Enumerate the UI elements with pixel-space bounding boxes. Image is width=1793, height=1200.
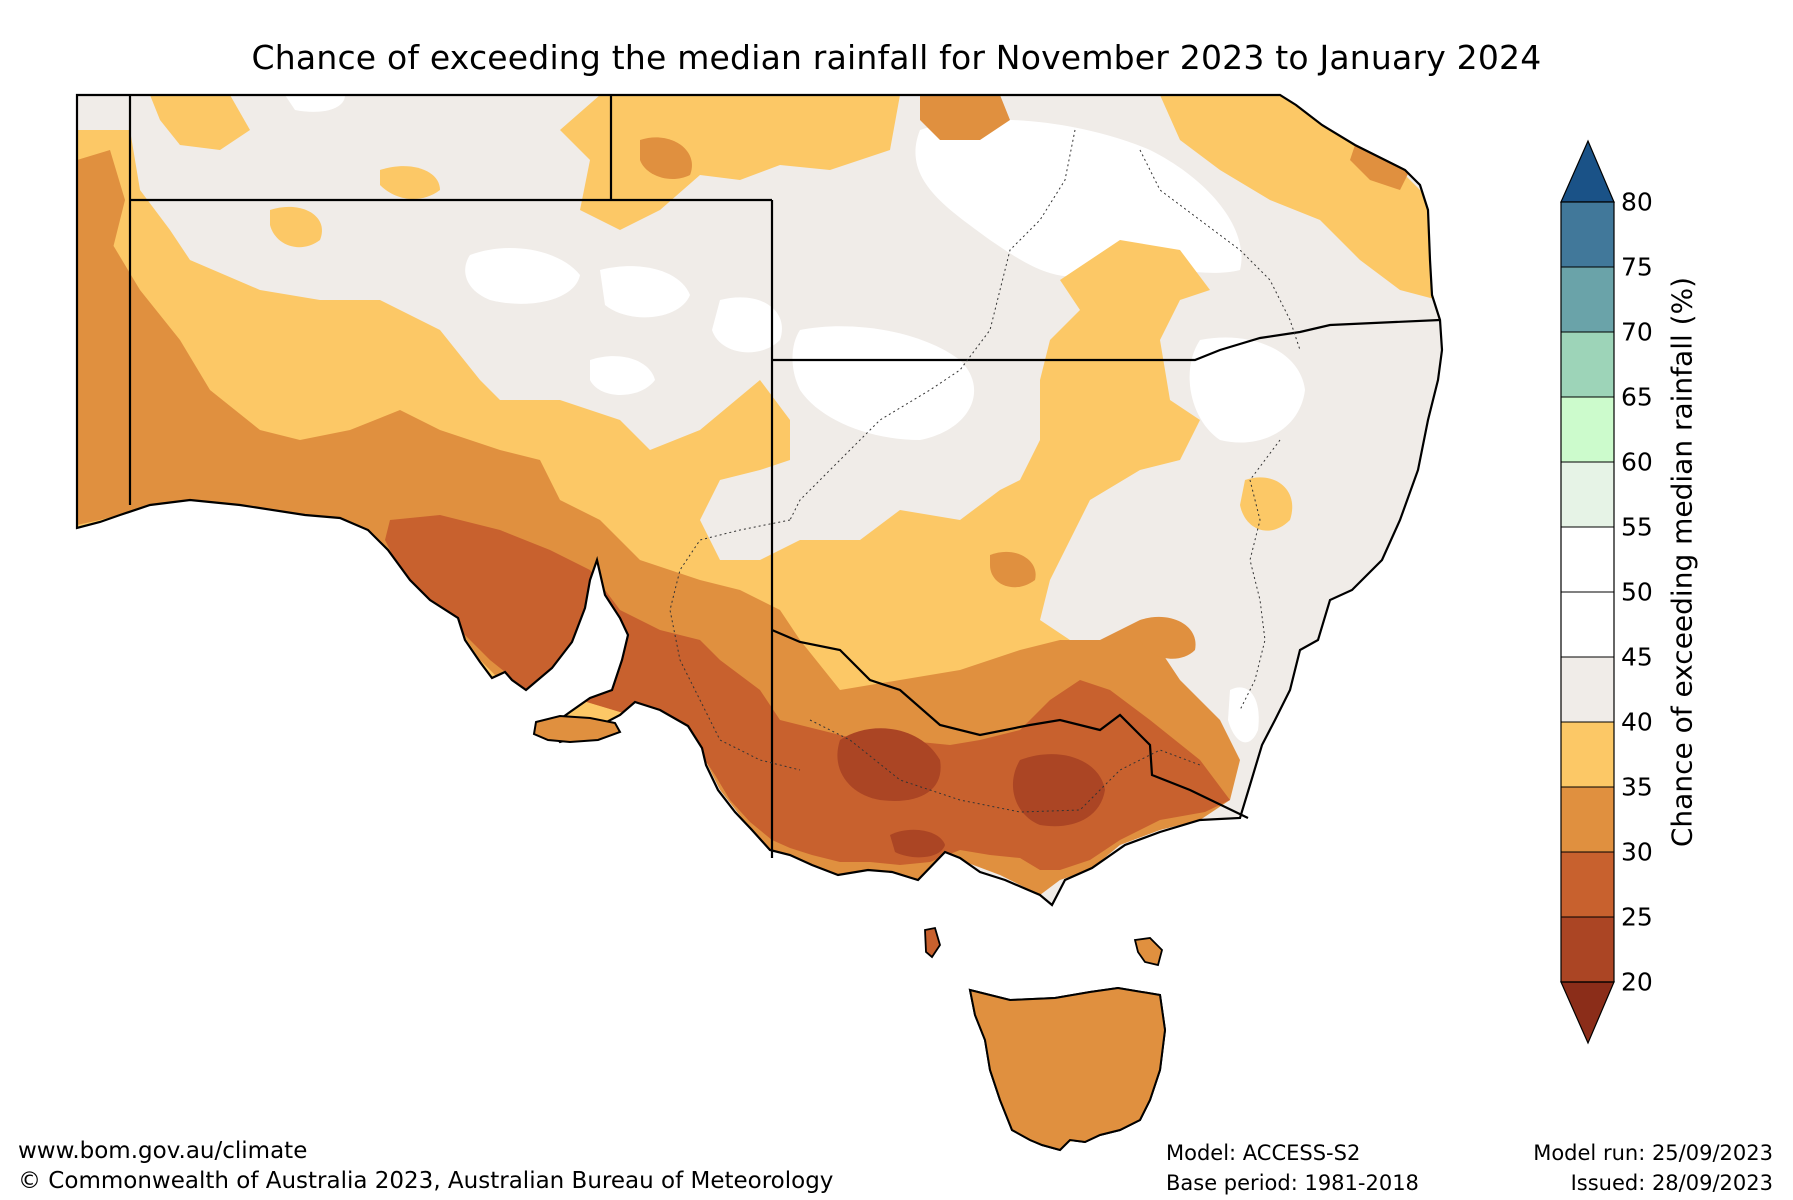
colorbar-tick-label: 45 (1621, 642, 1653, 672)
colorbar-under-arrow (1560, 981, 1615, 1045)
district-boundaries (669, 129, 1301, 813)
colorbar-tick-label: 25 (1621, 902, 1653, 932)
colorbar-band (1561, 657, 1614, 722)
colorbar-over-arrow (1560, 139, 1615, 203)
colorbar-tick-label: 35 (1621, 772, 1653, 802)
colorbar-band (1561, 787, 1614, 852)
footer-url: www.bom.gov.au/climate (18, 1138, 308, 1164)
tasmania (924, 926, 1167, 1152)
state-borders (128, 95, 1441, 858)
colorbar-tick-label: 75 (1621, 252, 1653, 282)
colorbar-band (1561, 592, 1614, 657)
colorbar-tick-label: 20 (1621, 967, 1653, 997)
colorbar-band (1561, 852, 1614, 917)
footer-base-period: Base period: 1981-2018 (1166, 1171, 1419, 1195)
colorbar-band (1561, 722, 1614, 787)
footer-model: Model: ACCESS-S2 (1166, 1141, 1361, 1165)
flinders-island (1133, 937, 1164, 967)
colorbar-band (1561, 527, 1614, 592)
colorbar (1560, 139, 1615, 1045)
kangaroo-island (532, 714, 622, 744)
king-island (924, 926, 941, 959)
colorbar-tick-label: 40 (1621, 707, 1653, 737)
colorbar-band (1561, 917, 1614, 982)
colorbar-bands (1561, 202, 1614, 982)
colorbar-tick-label: 55 (1621, 512, 1653, 542)
colorbar-tick-label: 60 (1621, 447, 1653, 477)
colorbar-band (1561, 202, 1614, 267)
colorbar-tick-label: 30 (1621, 837, 1653, 867)
colorbar-band (1561, 332, 1614, 397)
colorbar-band (1561, 267, 1614, 332)
footer-issued: Issued: 28/09/2023 (1570, 1171, 1773, 1195)
colorbar-tick-label: 65 (1621, 382, 1653, 412)
colorbar-band (1561, 397, 1614, 462)
colorbar-band (1561, 462, 1614, 527)
colorbar-tick-label: 70 (1621, 317, 1653, 347)
footer-copyright: © Commonwealth of Australia 2023, Austra… (18, 1168, 834, 1194)
map-title: Chance of exceeding the median rainfall … (251, 38, 1542, 77)
colorbar-tick-label: 80 (1621, 187, 1653, 217)
colorbar-tick-label: 50 (1621, 577, 1653, 607)
footer-model-run: Model run: 25/09/2023 (1533, 1141, 1773, 1165)
colorbar-label: Chance of exceeding median rainfall (%) (1665, 276, 1699, 848)
